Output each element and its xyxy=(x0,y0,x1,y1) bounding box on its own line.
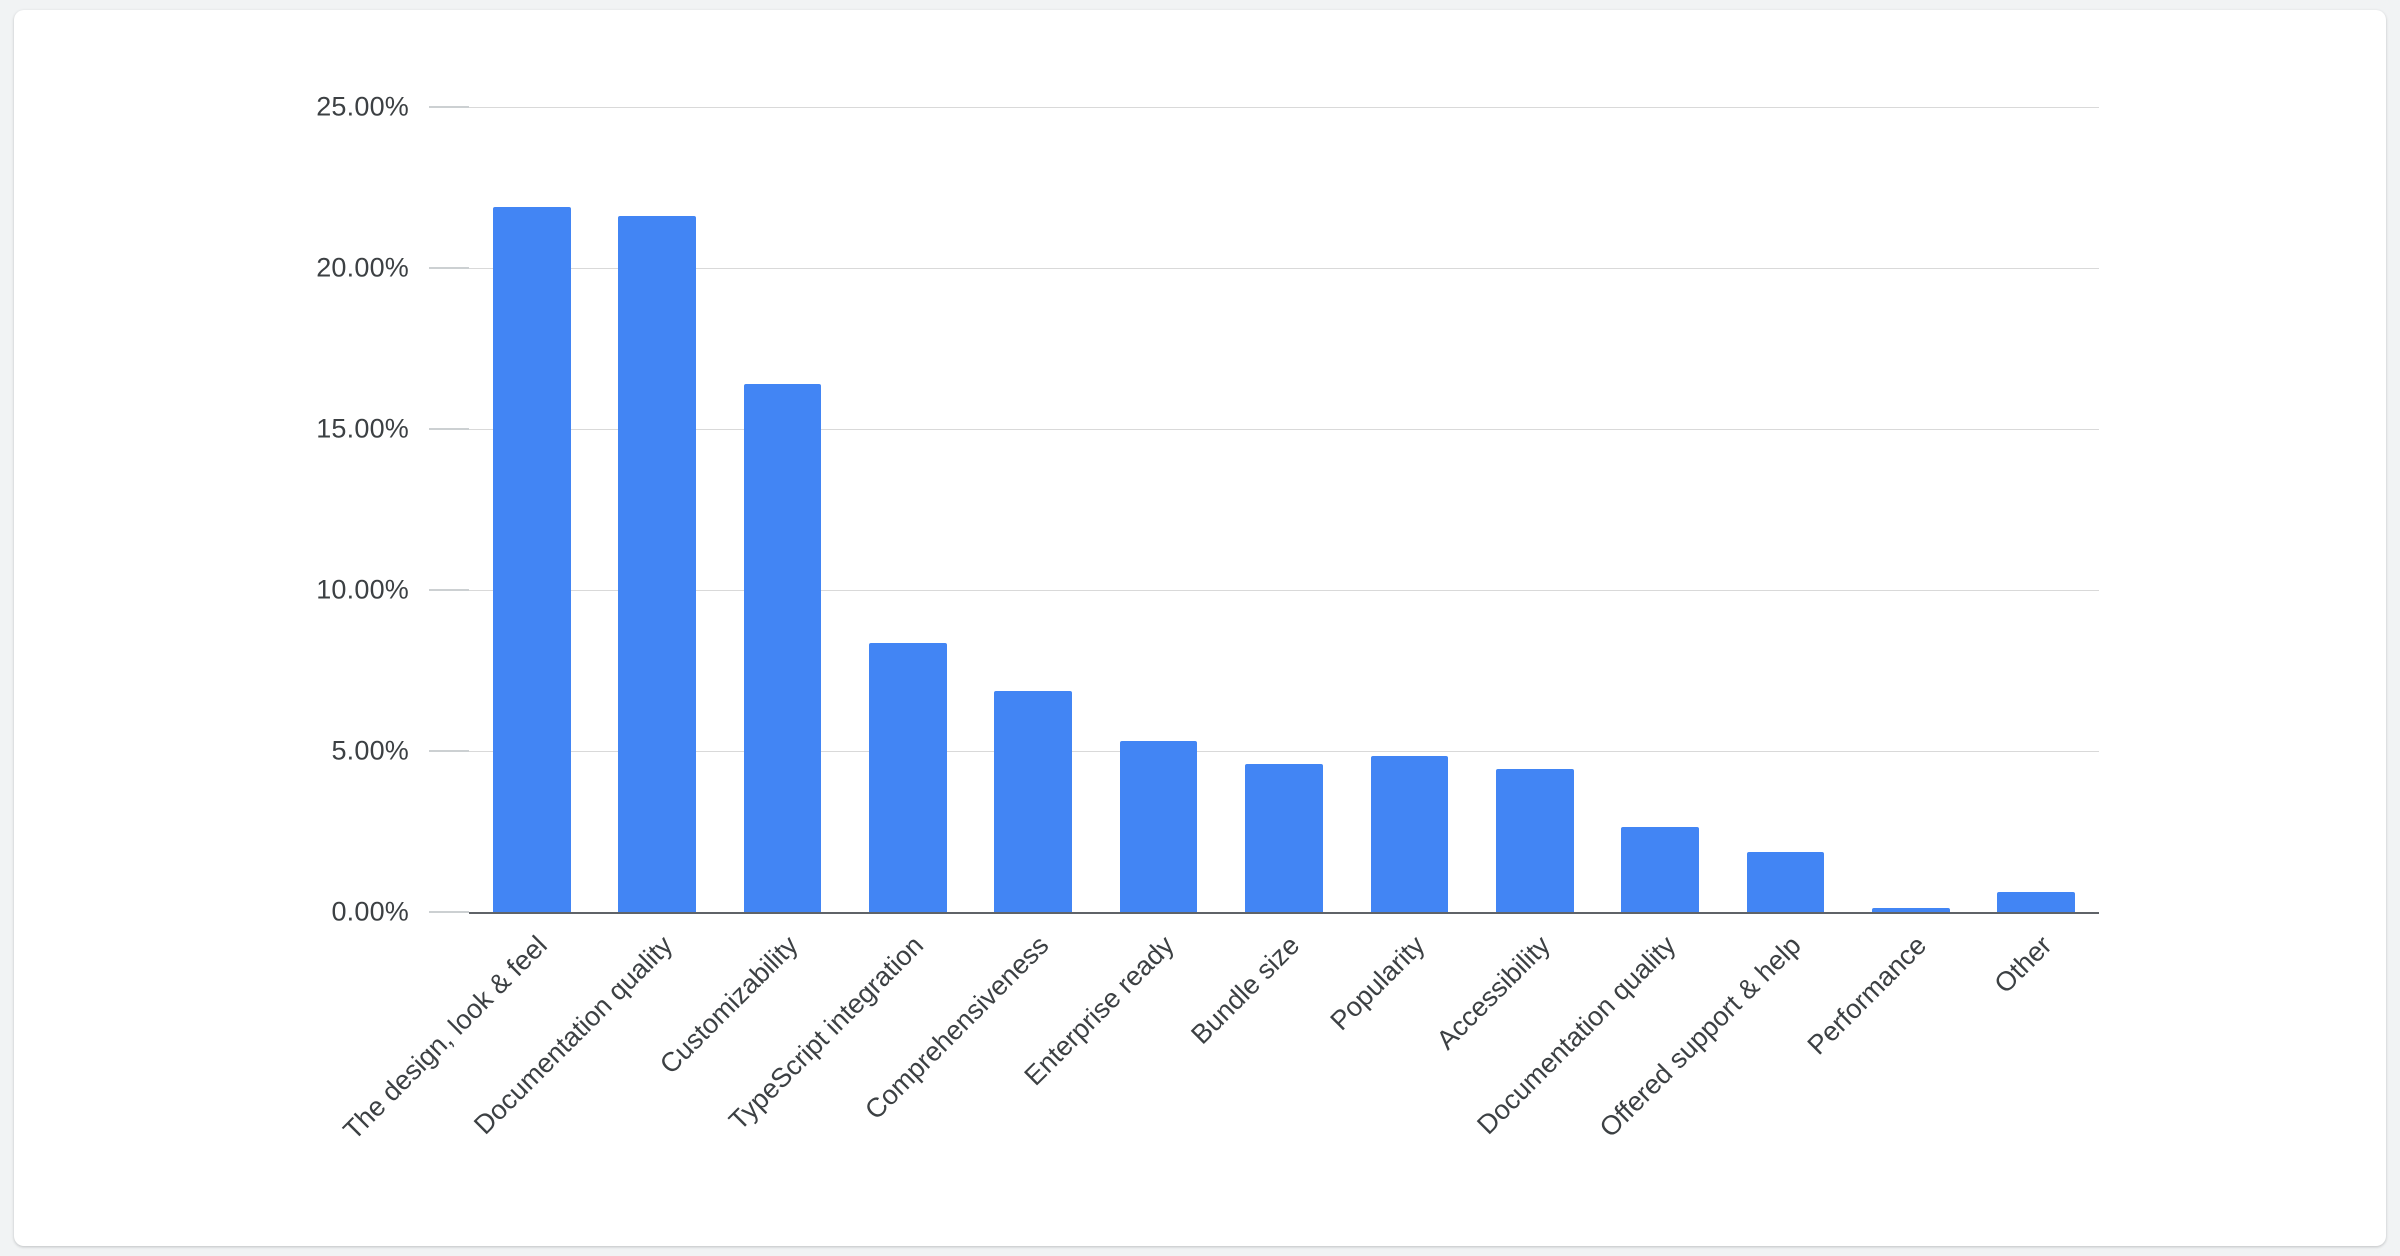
bar[interactable] xyxy=(1621,826,1700,912)
bar[interactable] xyxy=(1245,763,1323,912)
gridline xyxy=(469,268,2099,269)
bar[interactable] xyxy=(492,206,571,912)
bar[interactable] xyxy=(1119,741,1198,912)
x-axis-tick-label: Popularity xyxy=(1324,930,1431,1037)
x-axis-tick-label: The design, look & feel xyxy=(337,930,553,1146)
x-axis-tick-label: Other xyxy=(1988,930,2058,999)
x-axis-tick-label: Accessibility xyxy=(1430,930,1556,1056)
bar[interactable] xyxy=(618,216,696,912)
y-axis-tick-mark xyxy=(429,106,469,108)
y-axis-tick-label: 10.00% xyxy=(316,574,409,605)
y-axis-tick-label: 25.00% xyxy=(316,91,409,122)
x-axis-tick-label: Offered support & help xyxy=(1593,930,1807,1143)
bar-group xyxy=(469,10,2099,1246)
bar[interactable] xyxy=(868,643,947,912)
y-axis-tick-label: 20.00% xyxy=(316,252,409,283)
gridline xyxy=(469,590,2099,591)
bar[interactable] xyxy=(1872,908,1950,912)
y-axis-tick-label: 15.00% xyxy=(316,413,409,444)
bar[interactable] xyxy=(1746,852,1825,912)
y-axis-tick-mark xyxy=(429,911,469,913)
bar[interactable] xyxy=(994,691,1073,912)
x-axis-line xyxy=(469,912,2099,914)
y-axis-tick-mark xyxy=(429,428,469,430)
gridline xyxy=(469,107,2099,108)
y-axis-tick-mark xyxy=(429,589,469,591)
chart-card: 25.00% 20.00% 15.00% 10.00% 5.00% 0.00% The d… xyxy=(14,10,2386,1246)
y-axis-tick-label: 5.00% xyxy=(331,735,409,766)
bar[interactable] xyxy=(1370,755,1449,912)
x-axis-tick-group: The design, look & feel Documentation qua… xyxy=(337,920,2099,1246)
bar[interactable] xyxy=(1997,892,2076,912)
y-axis-tick-mark xyxy=(429,750,469,752)
y-axis-tick-mark xyxy=(429,267,469,269)
bar[interactable] xyxy=(1495,768,1574,912)
gridline xyxy=(469,429,2099,430)
chart-plot-area: 25.00% 20.00% 15.00% 10.00% 5.00% 0.00% The d… xyxy=(14,10,2386,1246)
y-axis-tick-label: 0.00% xyxy=(331,896,409,927)
x-axis-tick-label: Performance xyxy=(1801,930,1933,1061)
gridline xyxy=(469,751,2099,752)
x-axis-tick-label: Bundle size xyxy=(1185,930,1306,1050)
bar[interactable] xyxy=(743,383,822,912)
